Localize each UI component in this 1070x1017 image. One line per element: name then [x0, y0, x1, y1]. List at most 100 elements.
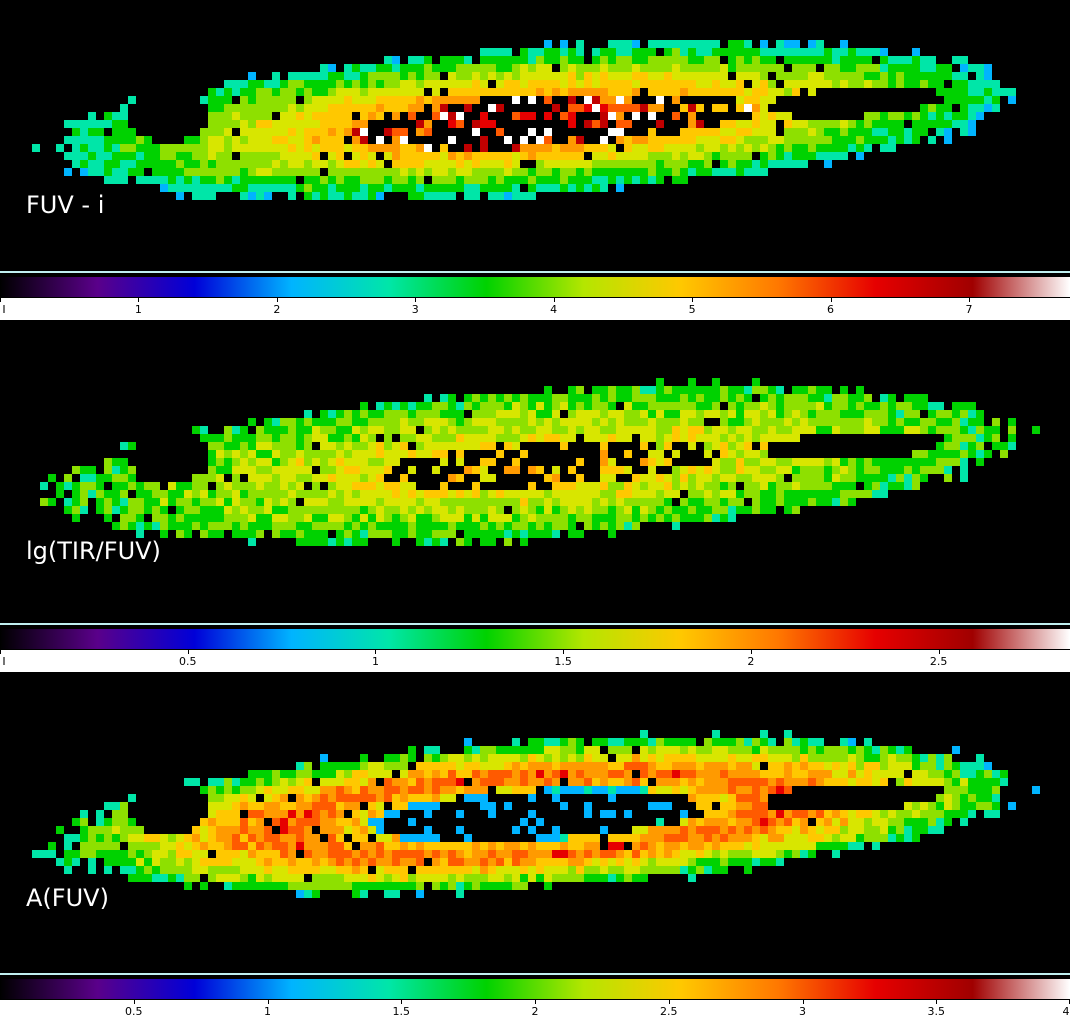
map-pixel	[848, 498, 856, 506]
map-pixel	[200, 866, 208, 874]
map-pixel	[384, 858, 392, 866]
map-pixel	[64, 858, 72, 866]
map-pixel	[264, 88, 272, 96]
map-pixel	[864, 64, 872, 72]
map-pixel	[792, 490, 800, 498]
map-pixel	[584, 482, 592, 490]
map-pixel	[120, 866, 128, 874]
map-pixel	[648, 410, 656, 418]
map-pixel	[128, 874, 136, 882]
map-pixel	[232, 88, 240, 96]
map-pixel	[304, 826, 312, 834]
map-pixel	[336, 514, 344, 522]
map-pixel	[408, 72, 416, 80]
map-pixel	[296, 818, 304, 826]
map-pixel	[568, 746, 576, 754]
map-pixel	[616, 168, 624, 176]
map-pixel	[536, 168, 544, 176]
map-pixel	[896, 410, 904, 418]
map-pixel	[640, 442, 648, 450]
map-pixel	[608, 386, 616, 394]
map-pixel	[432, 850, 440, 858]
map-pixel	[968, 426, 976, 434]
map-pixel	[784, 152, 792, 160]
map-pixel	[464, 850, 472, 858]
map-pixel	[456, 858, 464, 866]
map-pixel	[368, 842, 376, 850]
map-pixel	[304, 410, 312, 418]
map-pixel	[576, 842, 584, 850]
map-pixel	[200, 842, 208, 850]
map-pixel	[352, 474, 360, 482]
map-pixel	[200, 834, 208, 842]
map-pixel	[704, 490, 712, 498]
map-pixel	[504, 786, 512, 794]
map-pixel	[488, 88, 496, 96]
map-pixel	[664, 514, 672, 522]
map-pixel	[960, 786, 968, 794]
map-pixel	[296, 104, 304, 112]
map-pixel	[672, 842, 680, 850]
map-pixel	[688, 152, 696, 160]
map-pixel	[328, 128, 336, 136]
map-pixel	[312, 802, 320, 810]
map-pixel	[800, 490, 808, 498]
map-pixel	[560, 786, 568, 794]
map-pixel	[952, 410, 960, 418]
map-pixel	[728, 48, 736, 56]
map-pixel	[528, 426, 536, 434]
map-pixel	[560, 514, 568, 522]
map-pixel	[1032, 426, 1040, 434]
map-pixel	[336, 826, 344, 834]
map-pixel	[864, 394, 872, 402]
map-pixel	[336, 474, 344, 482]
map-pixel	[536, 842, 544, 850]
map-pixel	[696, 72, 704, 80]
map-pixel	[840, 40, 848, 48]
map-pixel	[864, 738, 872, 746]
map-pixel	[976, 104, 984, 112]
map-pixel	[856, 386, 864, 394]
map-pixel	[208, 176, 216, 184]
map-pixel	[208, 168, 216, 176]
map-pixel	[432, 450, 440, 458]
map-pixel	[728, 450, 736, 458]
map-pixel	[344, 410, 352, 418]
map-pixel	[256, 786, 264, 794]
map-pixel	[648, 394, 656, 402]
map-pixel	[168, 160, 176, 168]
map-pixel	[96, 152, 104, 160]
map-pixel	[784, 128, 792, 136]
map-pixel	[800, 72, 808, 80]
map-pixel	[704, 434, 712, 442]
map-pixel	[312, 418, 320, 426]
map-pixel	[312, 426, 320, 434]
map-pixel	[632, 482, 640, 490]
map-pixel	[400, 160, 408, 168]
map-pixel	[744, 810, 752, 818]
map-pixel	[952, 802, 960, 810]
map-pixel	[520, 168, 528, 176]
map-pixel	[416, 450, 424, 458]
map-pixel	[328, 850, 336, 858]
map-pixel	[472, 176, 480, 184]
map-pixel	[760, 506, 768, 514]
map-pixel	[784, 762, 792, 770]
map-pixel	[328, 514, 336, 522]
map-pixel	[328, 192, 336, 200]
map-pixel	[104, 826, 112, 834]
map-pixel	[176, 530, 184, 538]
map-pixel	[440, 874, 448, 882]
map-pixel	[904, 112, 912, 120]
map-pixel	[376, 96, 384, 104]
map-pixel	[936, 450, 944, 458]
map-pixel	[520, 450, 528, 458]
map-pixel	[504, 48, 512, 56]
map-pixel	[824, 56, 832, 64]
map-pixel	[288, 418, 296, 426]
map-pixel	[752, 64, 760, 72]
map-pixel	[688, 514, 696, 522]
map-pixel	[904, 80, 912, 88]
map-pixel	[216, 514, 224, 522]
map-pixel	[640, 490, 648, 498]
